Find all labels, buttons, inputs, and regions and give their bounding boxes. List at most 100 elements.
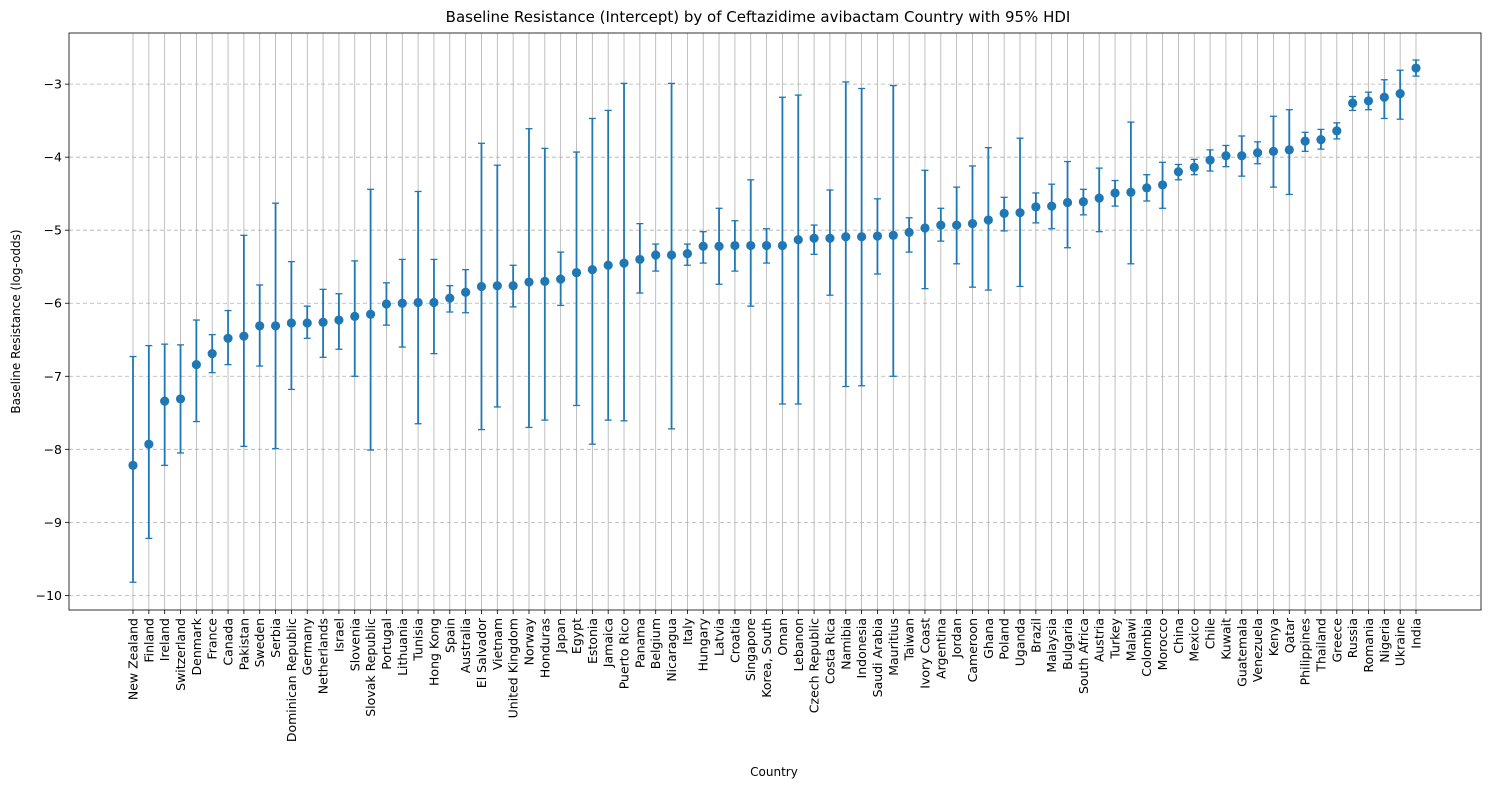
data-point [1348, 98, 1358, 108]
x-tick-label: Egypt [569, 618, 584, 654]
data-point [999, 208, 1009, 219]
y-tick-label: −8 [44, 442, 62, 457]
x-tick-label: South Africa [1076, 618, 1091, 694]
x-tick-label: Chile [1203, 618, 1218, 650]
x-tick-label: Argentina [933, 618, 948, 679]
x-tick-label: Poland [997, 618, 1012, 660]
x-tick-label: Guatemala [1234, 618, 1249, 687]
x-tick-label: Switzerland [173, 618, 188, 691]
y-tick-label: −5 [44, 223, 62, 238]
data-point [318, 317, 328, 327]
data-point [1157, 180, 1168, 190]
x-tick-label: Lebanon [791, 618, 806, 672]
x-tick-label: Germany [300, 617, 315, 675]
x-tick-label: Nigeria [1377, 618, 1392, 663]
data-point [714, 241, 724, 251]
data-point [967, 219, 978, 229]
x-tick-label: Sweden [252, 618, 267, 667]
data-point [1031, 202, 1041, 212]
x-tick-label: Philippines [1298, 618, 1313, 685]
x-tick-label: Serbia [268, 618, 283, 658]
x-tick-label: Morocco [1155, 618, 1170, 670]
x-tick-label: Ghana [981, 618, 996, 659]
x-tick-label: El Salvador [474, 617, 489, 688]
x-tick-label: Latvia [712, 618, 727, 656]
data-point [619, 258, 629, 268]
x-tick-label: Spain [442, 618, 457, 653]
data-point [445, 293, 455, 303]
x-tick-label: Canada [221, 618, 236, 666]
data-point [1284, 145, 1294, 155]
y-tick-label: −6 [44, 296, 62, 311]
data-point [746, 240, 756, 251]
data-marks [128, 59, 1421, 583]
data-point [936, 220, 946, 230]
x-tick-label: Puerto Rico [617, 618, 632, 689]
x-tick-label: United Kingdom [506, 618, 521, 718]
data-point [492, 281, 502, 291]
data-point [381, 299, 392, 309]
x-tick-label: Finland [141, 618, 156, 663]
data-point [270, 321, 281, 331]
x-tick-label: Czech Republic [807, 618, 822, 713]
data-point [1395, 89, 1405, 99]
x-tick-label: Saudi Arabia [870, 618, 885, 697]
x-tick-label: Mexico [1187, 618, 1202, 662]
x-tick-label: Japan [553, 618, 568, 654]
data-point [128, 460, 138, 470]
data-point [350, 311, 360, 321]
data-point [508, 281, 518, 291]
y-tick-label: −10 [36, 588, 62, 603]
data-point [1205, 155, 1215, 165]
data-point [888, 230, 898, 240]
x-tick-label: Slovenia [347, 618, 362, 671]
x-tick-label: Singapore [743, 618, 758, 681]
x-tick-label: Honduras [537, 618, 552, 678]
x-tick-label: Korea, South [759, 618, 774, 698]
y-tick-label: −7 [44, 369, 62, 384]
x-tick-label: Nicaragua [664, 618, 679, 682]
y-tick-label: −9 [44, 515, 62, 530]
x-tick-label: Norway [521, 617, 536, 665]
x-tick-label: Costa Rica [822, 618, 837, 684]
data-point [461, 287, 471, 297]
x-tick-label: Dominican Republic [284, 618, 299, 742]
x-tick-label: Thailand [1313, 618, 1328, 673]
data-point [302, 318, 312, 328]
x-tick-label: New Zealand [126, 618, 141, 700]
data-point [1126, 187, 1136, 197]
data-point [1078, 197, 1088, 207]
x-tick-label: Russia [1345, 618, 1360, 658]
x-axis-label: Country [750, 765, 798, 779]
data-point [191, 359, 201, 370]
x-tick-label: Belgium [648, 618, 663, 669]
data-point [841, 232, 851, 242]
x-tick-label: China [1171, 618, 1186, 654]
x-tick-label: Cameroon [965, 618, 980, 682]
x-tick-label: Australia [458, 618, 473, 673]
data-point [603, 260, 613, 270]
x-tick-label: Israel [331, 618, 346, 652]
data-point [809, 233, 819, 243]
x-axis: New Zealand Finland Ireland Switzerland Denm… [126, 610, 1424, 742]
data-point [1316, 135, 1326, 145]
data-point [666, 250, 677, 260]
x-tick-label: Vietnam [490, 618, 505, 670]
data-point [1379, 92, 1389, 102]
x-tick-label: Italy [680, 617, 695, 645]
data-point [872, 231, 883, 241]
x-tick-label: Hong Kong [426, 618, 441, 686]
x-tick-label: Ivory Coast [917, 618, 932, 689]
plot-area-frame [68, 32, 1482, 611]
data-point [540, 276, 550, 286]
data-point [365, 309, 376, 319]
x-tick-label: Bulgaria [1060, 618, 1075, 670]
x-tick-label: Brazil [1028, 618, 1043, 653]
x-tick-label: Greece [1329, 618, 1344, 663]
data-point [825, 233, 835, 243]
x-tick-label: Panama [632, 618, 647, 668]
x-tick-label: Oman [775, 618, 790, 656]
y-axis-label: Baseline Resistance (log-odds) [9, 229, 23, 413]
x-tick-label: Austria [1092, 618, 1107, 662]
